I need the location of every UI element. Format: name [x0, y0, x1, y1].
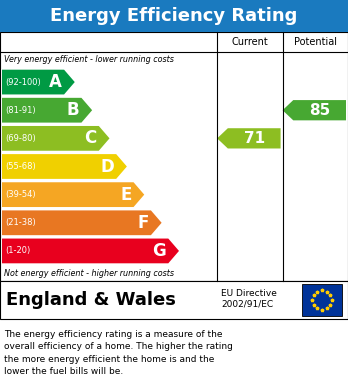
Text: (39-54): (39-54) — [5, 190, 35, 199]
Text: D: D — [101, 158, 114, 176]
Bar — [0, 0, 348, 32]
Text: C: C — [85, 129, 97, 147]
Text: Not energy efficient - higher running costs: Not energy efficient - higher running co… — [4, 269, 174, 278]
Text: (69-80): (69-80) — [5, 134, 36, 143]
Text: (92-100): (92-100) — [5, 77, 41, 86]
Text: G: G — [152, 242, 166, 260]
Text: Potential: Potential — [294, 37, 337, 47]
Polygon shape — [2, 98, 92, 123]
Text: Energy Efficiency Rating: Energy Efficiency Rating — [50, 7, 298, 25]
Polygon shape — [2, 210, 161, 235]
Text: A: A — [49, 73, 62, 91]
Text: (81-91): (81-91) — [5, 106, 35, 115]
Polygon shape — [217, 128, 280, 149]
Polygon shape — [2, 126, 110, 151]
Text: The energy efficiency rating is a measure of the
overall efficiency of a home. T: The energy efficiency rating is a measur… — [4, 330, 233, 376]
Polygon shape — [2, 154, 127, 179]
Polygon shape — [2, 239, 179, 263]
Text: E: E — [120, 186, 132, 204]
Bar — [0, 281, 348, 319]
Bar — [0, 32, 348, 281]
Text: (1-20): (1-20) — [5, 246, 30, 255]
Polygon shape — [2, 182, 144, 207]
Text: 85: 85 — [309, 103, 330, 118]
Text: England & Wales: England & Wales — [6, 291, 176, 309]
Text: Current: Current — [231, 37, 268, 47]
Text: Very energy efficient - lower running costs: Very energy efficient - lower running co… — [4, 56, 174, 65]
Text: (21-38): (21-38) — [5, 218, 36, 227]
Text: EU Directive
2002/91/EC: EU Directive 2002/91/EC — [221, 289, 277, 309]
Text: (55-68): (55-68) — [5, 162, 36, 171]
Polygon shape — [283, 100, 346, 120]
Bar — [302, 284, 342, 316]
Polygon shape — [2, 70, 75, 95]
Text: B: B — [67, 101, 79, 119]
Text: F: F — [137, 214, 149, 232]
Text: 71: 71 — [244, 131, 265, 146]
